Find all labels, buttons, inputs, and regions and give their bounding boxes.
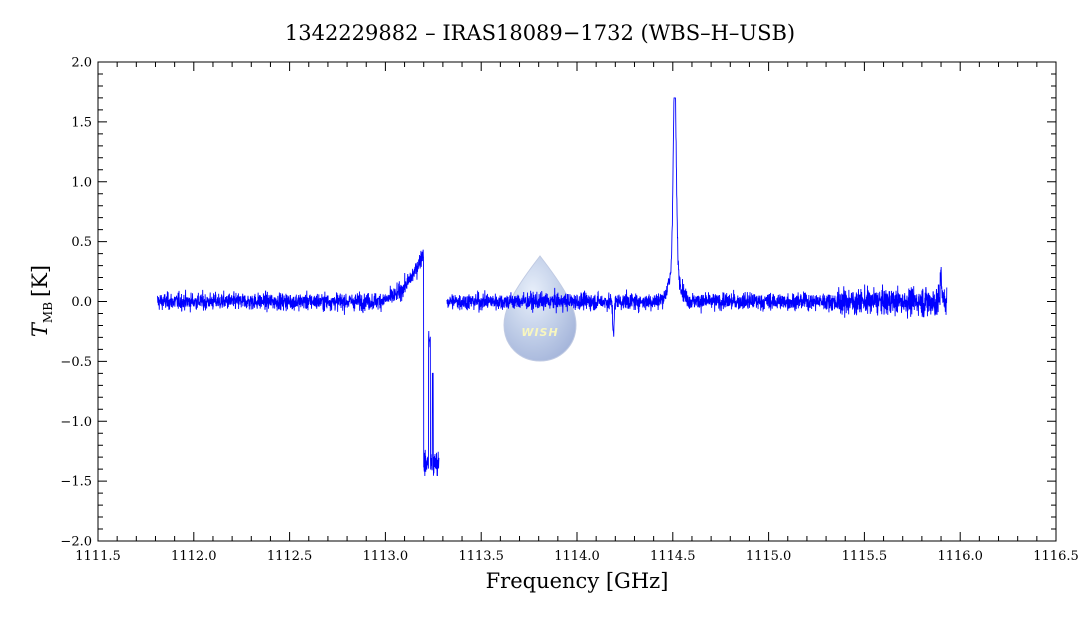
x-tick-label: 1111.5 <box>75 549 121 564</box>
y-axis-label-symbol: T <box>28 321 52 337</box>
x-axis-label: Frequency [GHz] <box>486 569 669 593</box>
x-tick-label: 1114.5 <box>650 549 696 564</box>
y-tick-labels: 2.0 1.5 1.0 0.5 0.0 −0.5 −1.0 −1.5 −2.0 <box>60 56 92 550</box>
x-tick-labels: 1111.5 1112.0 1112.5 1113.0 1113.5 1114.0 1114… <box>75 549 1079 564</box>
y-tick-label: −1.0 <box>60 415 92 430</box>
y-tick-label: 0.0 <box>71 295 92 310</box>
axis-ticks <box>97 61 1057 542</box>
wish-logo-text: WISH <box>521 326 558 339</box>
x-tick-label: 1116.0 <box>937 549 983 564</box>
svg-text:TMB[K]: TMB [K] <box>28 265 55 337</box>
y-tick-label: 1.5 <box>71 115 92 130</box>
y-tick-label: 2.0 <box>71 56 92 71</box>
x-tick-label: 1112.0 <box>171 549 217 564</box>
x-tick-label: 1113.5 <box>458 549 504 564</box>
y-axis-label-subscript: MB <box>41 302 55 323</box>
x-tick-label: 1114.0 <box>554 549 600 564</box>
spectrum-series-line <box>156 97 948 477</box>
x-tick-label: 1116.5 <box>1033 549 1079 564</box>
y-tick-label: −0.5 <box>60 355 92 370</box>
x-tick-label: 1115.0 <box>746 549 792 564</box>
y-axis-label-unit: [K] <box>28 265 52 297</box>
chart-title: 1342229882 – IRAS18089−1732 (WBS–H–USB) <box>285 21 795 45</box>
x-tick-label: 1112.5 <box>267 549 313 564</box>
y-tick-label: −2.0 <box>60 535 92 550</box>
x-tick-label: 1115.5 <box>842 549 888 564</box>
x-tick-label: 1113.0 <box>363 549 409 564</box>
tick-marks <box>97 61 1057 542</box>
y-tick-label: 0.5 <box>71 235 92 250</box>
wish-logo: WISH <box>503 255 577 362</box>
y-axis-label: TMB [K] <box>28 265 55 337</box>
y-tick-label: −1.5 <box>60 475 92 490</box>
y-tick-label: 1.0 <box>71 175 92 190</box>
